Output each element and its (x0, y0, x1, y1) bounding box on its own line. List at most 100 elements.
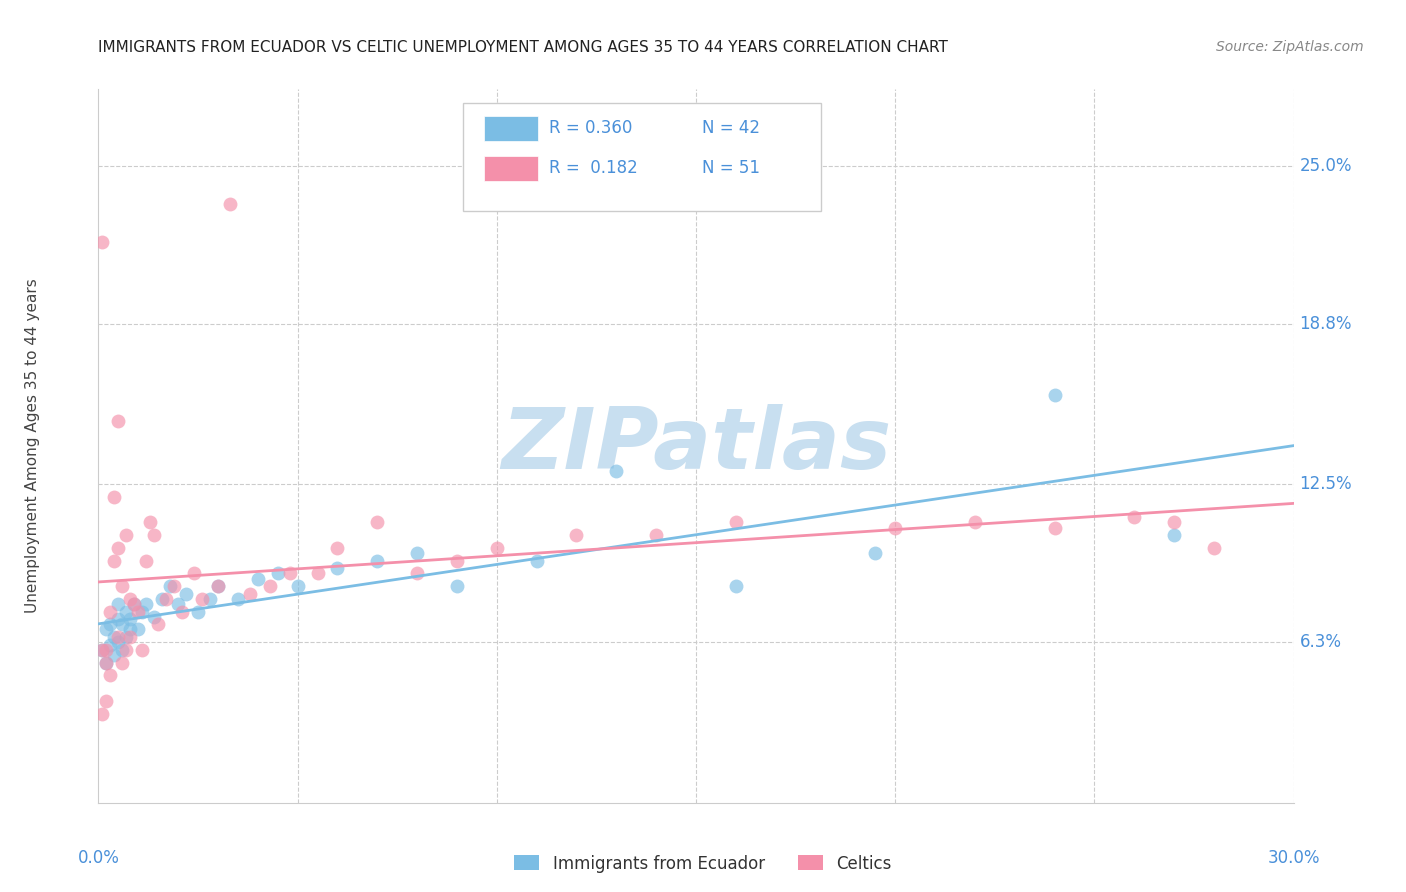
Point (124, 597, 146, 611)
Text: R = 0.360: R = 0.360 (548, 120, 633, 137)
Point (724, 516, 747, 530)
Point (143, 609, 166, 624)
Text: R =  0.182: R = 0.182 (548, 159, 638, 177)
Point (191, 591, 214, 606)
Point (96, 694, 118, 708)
Point (98, 617, 122, 632)
FancyBboxPatch shape (463, 103, 821, 211)
Point (107, 635, 129, 649)
Point (91, 706, 114, 721)
Point (259, 579, 281, 593)
Point (446, 554, 468, 568)
Point (326, 541, 349, 555)
Point (326, 561, 349, 575)
Legend: Immigrants from Ecuador, Celtics: Immigrants from Ecuador, Celtics (508, 848, 898, 880)
Point (406, 546, 429, 560)
Point (645, 528, 668, 542)
Point (1043, 520, 1066, 534)
Point (107, 541, 129, 555)
Point (115, 605, 138, 619)
Point (103, 648, 125, 662)
Point (307, 566, 329, 581)
Point (150, 591, 173, 606)
Point (111, 579, 134, 593)
Point (1163, 516, 1185, 530)
Point (124, 597, 146, 611)
Point (605, 465, 627, 479)
Point (98, 668, 122, 682)
Point (103, 630, 125, 644)
Point (103, 554, 125, 568)
FancyBboxPatch shape (485, 155, 538, 180)
Point (198, 591, 221, 606)
Text: 18.8%: 18.8% (1299, 315, 1353, 333)
Point (155, 591, 177, 606)
Text: Unemployment Among Ages 35 to 44 years: Unemployment Among Ages 35 to 44 years (25, 278, 41, 614)
Point (91, 643, 114, 657)
Point (1123, 510, 1146, 524)
Point (96, 656, 118, 670)
Point (107, 413, 129, 427)
Text: 25.0%: 25.0% (1299, 157, 1353, 175)
Point (187, 605, 209, 619)
Point (366, 516, 388, 530)
Point (172, 605, 194, 619)
Text: 30.0%: 30.0% (1267, 848, 1320, 867)
Point (207, 579, 229, 593)
Text: N = 51: N = 51 (702, 159, 761, 177)
Point (724, 579, 747, 593)
Point (148, 617, 170, 632)
Point (115, 528, 138, 542)
Text: 0.0%: 0.0% (77, 848, 120, 867)
Point (287, 579, 309, 593)
Point (111, 643, 134, 657)
Point (103, 490, 125, 504)
Point (131, 605, 153, 619)
Point (278, 566, 301, 581)
Point (163, 579, 186, 593)
Point (159, 579, 181, 593)
Point (139, 516, 162, 530)
Point (239, 587, 262, 601)
Point (98, 605, 122, 619)
Text: 12.5%: 12.5% (1299, 475, 1353, 493)
Point (127, 605, 149, 619)
Point (174, 587, 197, 601)
Point (267, 566, 290, 581)
Point (219, 197, 242, 211)
Point (135, 554, 157, 568)
Point (111, 656, 134, 670)
Point (115, 643, 138, 657)
Point (120, 612, 142, 626)
Point (135, 597, 157, 611)
Point (96, 623, 118, 637)
Point (207, 579, 229, 593)
Point (98, 638, 122, 652)
Point (526, 554, 548, 568)
Text: 6.3%: 6.3% (1299, 633, 1341, 651)
Point (167, 597, 190, 611)
Point (115, 630, 138, 644)
Point (96, 656, 118, 670)
Point (91, 643, 114, 657)
Point (120, 630, 142, 644)
Point (1163, 528, 1185, 542)
Point (1043, 388, 1066, 402)
Point (446, 579, 468, 593)
Point (96, 643, 118, 657)
Point (111, 617, 134, 632)
Point (246, 572, 269, 586)
Point (226, 591, 249, 606)
Point (1202, 541, 1225, 555)
Point (863, 546, 886, 560)
Point (120, 623, 142, 637)
Point (565, 528, 588, 542)
Point (143, 528, 166, 542)
Text: IMMIGRANTS FROM ECUADOR VS CELTIC UNEMPLOYMENT AMONG AGES 35 TO 44 YEARS CORRELA: IMMIGRANTS FROM ECUADOR VS CELTIC UNEMPL… (98, 40, 948, 55)
Text: ZIPatlas: ZIPatlas (501, 404, 891, 488)
Point (131, 643, 153, 657)
Text: Source: ZipAtlas.com: Source: ZipAtlas.com (1216, 40, 1364, 54)
Point (183, 566, 205, 581)
Point (107, 630, 129, 644)
Point (884, 520, 907, 534)
